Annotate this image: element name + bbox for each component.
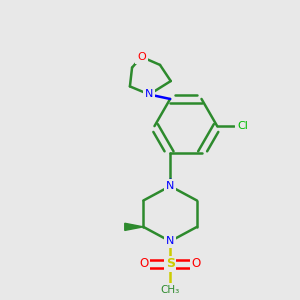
Text: N: N xyxy=(166,181,174,191)
Text: S: S xyxy=(166,257,175,270)
Text: O: O xyxy=(191,257,201,270)
Text: CH₃: CH₃ xyxy=(160,285,180,295)
Text: Cl: Cl xyxy=(237,121,248,131)
Text: N: N xyxy=(145,89,153,100)
Text: O: O xyxy=(140,257,149,270)
Text: O: O xyxy=(137,52,146,62)
Text: N: N xyxy=(166,236,174,246)
Text: N: N xyxy=(166,181,174,191)
Polygon shape xyxy=(125,223,143,230)
